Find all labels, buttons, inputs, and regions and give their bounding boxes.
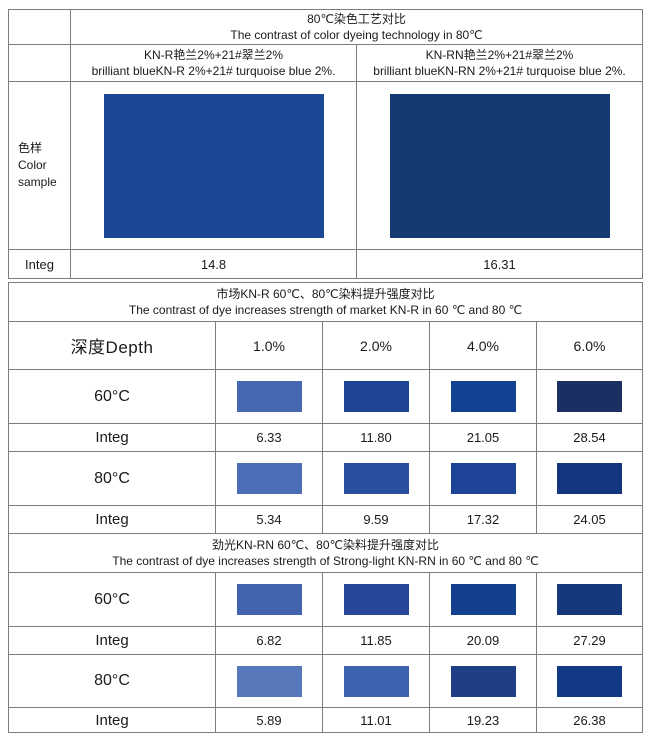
swatch-cell bbox=[322, 572, 430, 627]
color-sample-label-en1: Color bbox=[18, 158, 47, 172]
temp-row-label-knrn-80: 80°C bbox=[8, 654, 216, 708]
column-header-knrn-zh: KN-RN艳兰2%+21#翠兰2% bbox=[425, 48, 574, 62]
section-title-knrn-zh: 劲光KN-RN 60℃、80℃染料提升强度对比 bbox=[212, 538, 439, 552]
integ-value-knr-80-4: 24.05 bbox=[536, 505, 643, 534]
color-swatch-knr bbox=[103, 93, 324, 238]
section-title-knrn: 劲光KN-RN 60℃、80℃染料提升强度对比 The contrast of … bbox=[8, 533, 643, 573]
integ-value-knrn-80-3: 19.23 bbox=[429, 707, 537, 733]
integ-value-knrn-60-1: 6.82 bbox=[215, 626, 323, 655]
integ-value-knrn-80-1: 5.89 bbox=[215, 707, 323, 733]
integ-value-knr-80-1: 5.34 bbox=[215, 505, 323, 534]
integ-value-knrn: 16.31 bbox=[355, 249, 644, 279]
swatch-cell bbox=[536, 572, 643, 627]
dye-swatch-knr-80-1 bbox=[236, 463, 302, 494]
integ-row-label: Integ bbox=[8, 505, 216, 534]
depth-header-label: 深度Depth bbox=[8, 321, 216, 370]
swatch-cell bbox=[322, 369, 430, 424]
swatch-cell bbox=[429, 654, 537, 708]
dye-swatch-knr-60-1 bbox=[236, 381, 302, 412]
temp-row-label-knr-80: 80°C bbox=[8, 451, 216, 506]
swatch-cell bbox=[536, 451, 643, 506]
swatch-cell bbox=[215, 451, 323, 506]
section-title-knr: 市场KN-R 60℃、80℃染料提升强度对比 The contrast of d… bbox=[8, 282, 643, 322]
depth-value-4: 6.0% bbox=[536, 321, 643, 370]
empty-corner-cell bbox=[8, 44, 71, 82]
color-swatch-knrn bbox=[389, 93, 610, 238]
column-header-knrn: KN-RN艳兰2%+21#翠兰2% brilliant blueKN-RN 2%… bbox=[355, 44, 644, 82]
integ-row-label: Integ bbox=[8, 707, 216, 733]
depth-value-3: 4.0% bbox=[429, 321, 537, 370]
dye-swatch-knr-80-2 bbox=[343, 463, 409, 494]
column-header-knrn-en: brilliant blueKN-RN 2%+21# turquoise blu… bbox=[373, 64, 626, 78]
dye-swatch-knr-60-3 bbox=[450, 381, 516, 412]
swatch-cell bbox=[215, 654, 323, 708]
swatch-cell bbox=[429, 572, 537, 627]
swatch-cell bbox=[215, 572, 323, 627]
dye-swatch-knrn-60-3 bbox=[450, 584, 516, 615]
section-title-knr-zh: 市场KN-R 60℃、80℃染料提升强度对比 bbox=[216, 287, 435, 301]
color-sample-row-label: 色样 Color sample bbox=[8, 81, 71, 250]
table-title-en: The contrast of color dyeing technology … bbox=[230, 28, 483, 42]
dye-swatch-knr-60-4 bbox=[557, 381, 622, 412]
section-title-knrn-en: The contrast of dye increases strength o… bbox=[112, 554, 539, 568]
integ-value-knr-80-3: 17.32 bbox=[429, 505, 537, 534]
dye-swatch-knr-80-3 bbox=[450, 463, 516, 494]
integ-value-knr-60-1: 6.33 bbox=[215, 423, 323, 452]
dye-swatch-knrn-80-3 bbox=[450, 665, 516, 697]
swatch-cell bbox=[536, 654, 643, 708]
column-header-knr-en: brilliant blueKN-R 2%+21# turquoise blue… bbox=[91, 64, 336, 78]
integ-value-knr-80-2: 9.59 bbox=[322, 505, 430, 534]
dye-swatch-knrn-80-4 bbox=[557, 665, 622, 697]
dye-swatch-knrn-80-1 bbox=[236, 665, 302, 697]
integ-value-knr: 14.8 bbox=[70, 249, 357, 279]
integ-value-knrn-60-3: 20.09 bbox=[429, 626, 537, 655]
depth-value-1: 1.0% bbox=[215, 321, 323, 370]
dye-swatch-knrn-60-2 bbox=[343, 584, 409, 615]
empty-corner-cell bbox=[8, 9, 71, 45]
color-sample-cell-knrn bbox=[355, 81, 644, 250]
integ-value-knrn-60-2: 11.85 bbox=[322, 626, 430, 655]
dye-swatch-knr-60-2 bbox=[343, 381, 409, 412]
temp-row-label-knrn-60: 60°C bbox=[8, 572, 216, 627]
strength-comparison-table: 市场KN-R 60℃、80℃染料提升强度对比 The contrast of d… bbox=[8, 282, 643, 733]
color-sample-label-en2: sample bbox=[18, 175, 57, 189]
integ-value-knrn-80-4: 26.38 bbox=[536, 707, 643, 733]
integ-row-label: Integ bbox=[8, 626, 216, 655]
dye-technology-table: 80℃染色工艺对比 The contrast of color dyeing t… bbox=[8, 9, 644, 279]
column-header-knr-zh: KN-R艳兰2%+21#翠兰2% bbox=[143, 48, 284, 62]
swatch-cell bbox=[215, 369, 323, 424]
integ-row-label: Integ bbox=[8, 249, 71, 279]
swatch-cell bbox=[536, 369, 643, 424]
integ-row-label: Integ bbox=[8, 423, 216, 452]
table-title-cell: 80℃染色工艺对比 The contrast of color dyeing t… bbox=[69, 9, 644, 45]
swatch-cell bbox=[429, 369, 537, 424]
color-sample-label-zh: 色样 bbox=[18, 141, 43, 155]
column-header-knr: KN-R艳兰2%+21#翠兰2% brilliant blueKN-R 2%+2… bbox=[70, 44, 357, 82]
table-title-zh: 80℃染色工艺对比 bbox=[307, 12, 406, 26]
dye-swatch-knrn-80-2 bbox=[343, 665, 409, 697]
dye-swatch-knr-80-4 bbox=[557, 463, 622, 494]
integ-value-knrn-60-4: 27.29 bbox=[536, 626, 643, 655]
dye-swatch-knrn-60-1 bbox=[236, 584, 302, 615]
integ-value-knr-60-4: 28.54 bbox=[536, 423, 643, 452]
swatch-cell bbox=[322, 654, 430, 708]
swatch-cell bbox=[429, 451, 537, 506]
integ-value-knrn-80-2: 11.01 bbox=[322, 707, 430, 733]
integ-value-knr-60-3: 21.05 bbox=[429, 423, 537, 452]
color-sample-cell-knr bbox=[70, 81, 357, 250]
integ-value-knr-60-2: 11.80 bbox=[322, 423, 430, 452]
temp-row-label-knr-60: 60°C bbox=[8, 369, 216, 424]
depth-value-2: 2.0% bbox=[322, 321, 430, 370]
dye-swatch-knrn-60-4 bbox=[557, 584, 622, 615]
section-title-knr-en: The contrast of dye increases strength o… bbox=[128, 303, 523, 317]
swatch-cell bbox=[322, 451, 430, 506]
